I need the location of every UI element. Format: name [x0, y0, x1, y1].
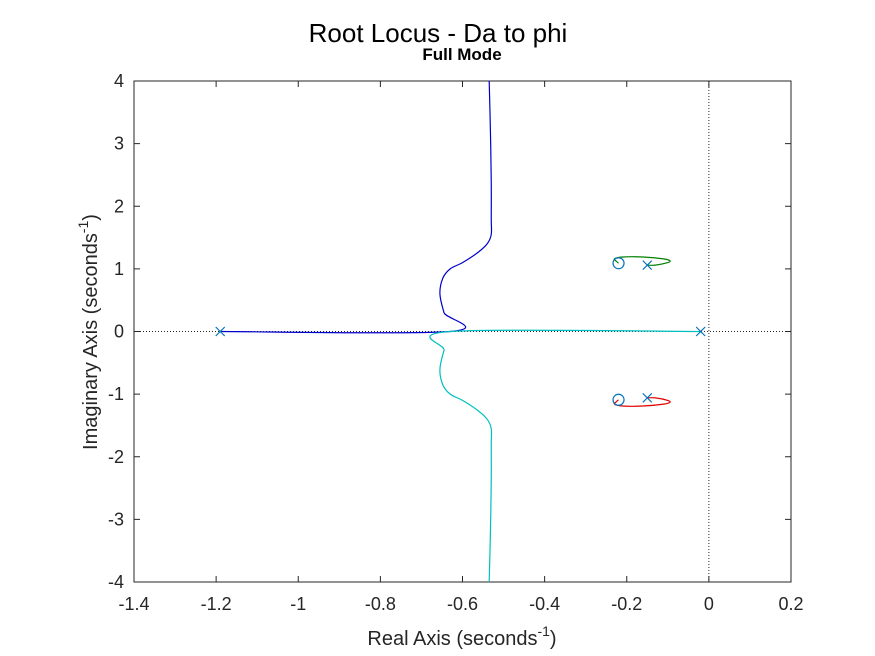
- pole-marker: [695, 326, 706, 337]
- x-tick-label: -0.4: [529, 594, 560, 614]
- x-axis-ticks: -1.4 -1.2 -1 -0.8 -0.6 -0.4 -0.2 0 0.2: [118, 81, 804, 614]
- locus-branch-2: [429, 329, 701, 583]
- x-tick-label: -1: [290, 594, 306, 614]
- y-tick-label: -2: [108, 447, 124, 467]
- y-tick-label: -3: [108, 509, 124, 529]
- locus-branch-1: [220, 80, 493, 334]
- x-tick-label: -0.8: [365, 594, 396, 614]
- locus-branch-4: [613, 397, 671, 407]
- chart-subtitle: Full Mode: [422, 45, 501, 64]
- y-axis-ticks: -4 -3 -2 -1 0 1 2 3 4: [108, 71, 791, 592]
- x-tick-label: 0: [704, 594, 714, 614]
- y-tick-label: 1: [114, 259, 124, 279]
- pole-marker: [642, 392, 653, 403]
- x-tick-label: -0.2: [611, 594, 642, 614]
- pole-zero-markers: [215, 257, 706, 406]
- y-axis-label-superscript: -1: [75, 221, 91, 234]
- pole-marker: [642, 260, 653, 271]
- x-axis-label-suffix: ): [550, 628, 557, 650]
- locus-branches: [220, 80, 701, 583]
- locus-branch-3: [613, 256, 671, 266]
- zero-marker: [612, 393, 625, 406]
- pole-marker: [215, 326, 226, 337]
- y-axis-label: Imaginary Axis (seconds-1): [75, 214, 102, 450]
- zero-marker: [612, 257, 625, 270]
- x-tick-label: 0.2: [778, 594, 803, 614]
- chart-title: Root Locus - Da to phi: [309, 18, 568, 48]
- x-axis-label: Real Axis (seconds-1): [367, 623, 556, 650]
- y-tick-label: -1: [108, 384, 124, 404]
- y-tick-label: 4: [114, 71, 124, 91]
- y-axis-label-text: Imaginary Axis (seconds: [80, 233, 102, 450]
- x-tick-label: -0.6: [447, 594, 478, 614]
- x-axis-label-text: Real Axis (seconds: [367, 628, 537, 650]
- x-tick-label: -1.4: [118, 594, 149, 614]
- y-tick-label: -4: [108, 572, 124, 592]
- x-tick-label: -1.2: [201, 594, 232, 614]
- y-tick-label: 0: [114, 322, 124, 342]
- y-axis-label-suffix: ): [80, 214, 102, 221]
- y-tick-label: 2: [114, 196, 124, 216]
- x-axis-label-superscript: -1: [537, 623, 550, 639]
- y-tick-label: 3: [114, 134, 124, 154]
